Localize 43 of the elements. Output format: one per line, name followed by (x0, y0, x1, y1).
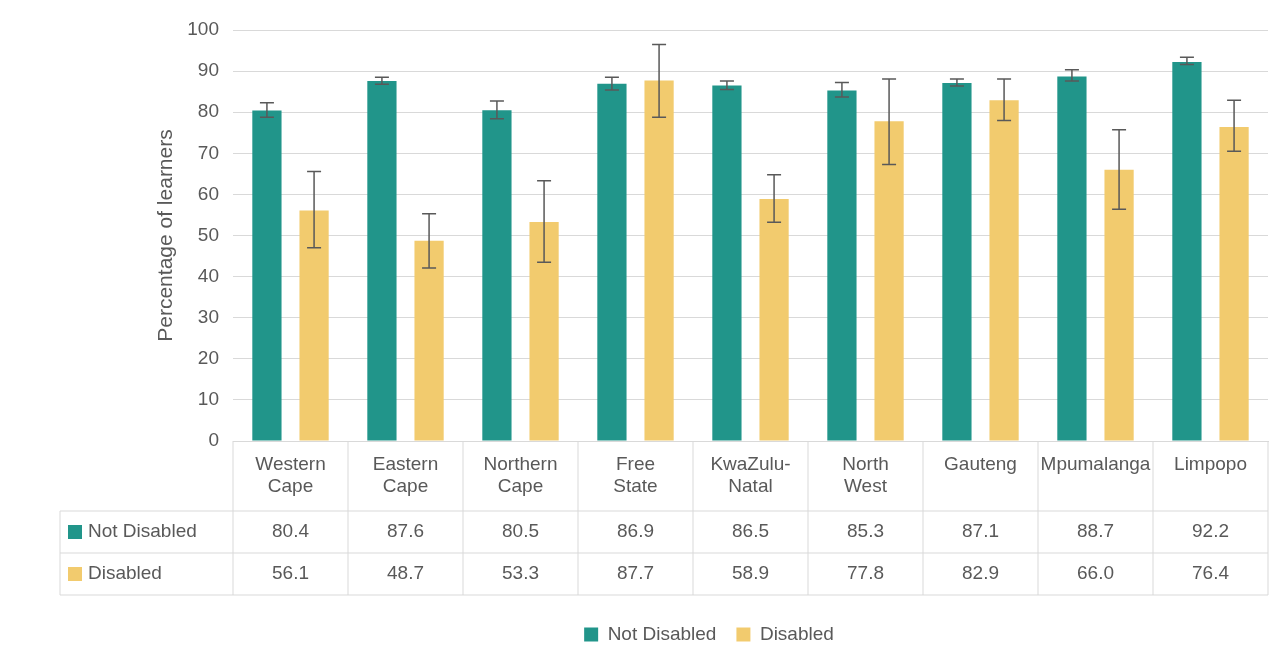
x-tick-label: Eastern Cape (372, 452, 439, 497)
y-tick-label: 40 (197, 264, 219, 286)
y-axis-title: Percentage of learners (153, 129, 177, 342)
legend-label: Disabled (759, 622, 834, 644)
data-label: 87.1 (962, 520, 999, 542)
data-label: 86.9 (617, 520, 654, 542)
y-tick-label: 70 (197, 141, 219, 163)
data-label: 58.9 (732, 562, 769, 584)
data-label: 88.7 (1077, 520, 1114, 542)
data-label: 86.5 (732, 520, 769, 542)
x-tick-label: Free State (613, 452, 658, 497)
data-label: 87.6 (387, 520, 424, 542)
y-tick-label: 100 (187, 18, 219, 40)
data-label: 87.7 (617, 562, 654, 584)
y-tick-label: 80 (197, 100, 219, 122)
data-label: 77.8 (847, 562, 884, 584)
data-label: 92.2 (1192, 520, 1229, 542)
text: Not Disabled (607, 622, 717, 644)
x-tick-label: Western Cape (255, 452, 326, 497)
x-tick-label: Mpumalanga (1040, 452, 1151, 474)
text: Disabled (88, 562, 162, 584)
data-label: 66.0 (1077, 562, 1114, 584)
x-tick-label: Northern Cape (483, 452, 558, 497)
y-tick-label: 10 (197, 388, 219, 410)
data-label: 80.4 (272, 520, 310, 542)
x-tick-label: KwaZulu-Natal (710, 452, 791, 497)
y-tick-label: 30 (197, 305, 219, 327)
y-tick-label: 0 (208, 429, 219, 451)
data-label: 85.3 (847, 520, 884, 542)
data-label: 48.7 (387, 562, 424, 584)
data-label: 82.9 (962, 562, 999, 584)
y-tick-label: 50 (197, 223, 219, 245)
y-tick-label: 90 (197, 59, 219, 81)
data-label: 53.3 (502, 562, 539, 584)
data-label: 56.1 (272, 562, 309, 584)
data-label: 76.4 (1192, 562, 1230, 584)
legend-label: Not Disabled (88, 520, 197, 542)
y-tick-label: 60 (197, 182, 219, 204)
x-tick-label: Gauteng (944, 452, 1017, 474)
x-tick-label: North West (842, 452, 889, 497)
y-tick-label: 20 (197, 347, 219, 369)
data-label: 80.5 (502, 520, 539, 542)
x-tick-label: Limpopo (1174, 452, 1247, 474)
